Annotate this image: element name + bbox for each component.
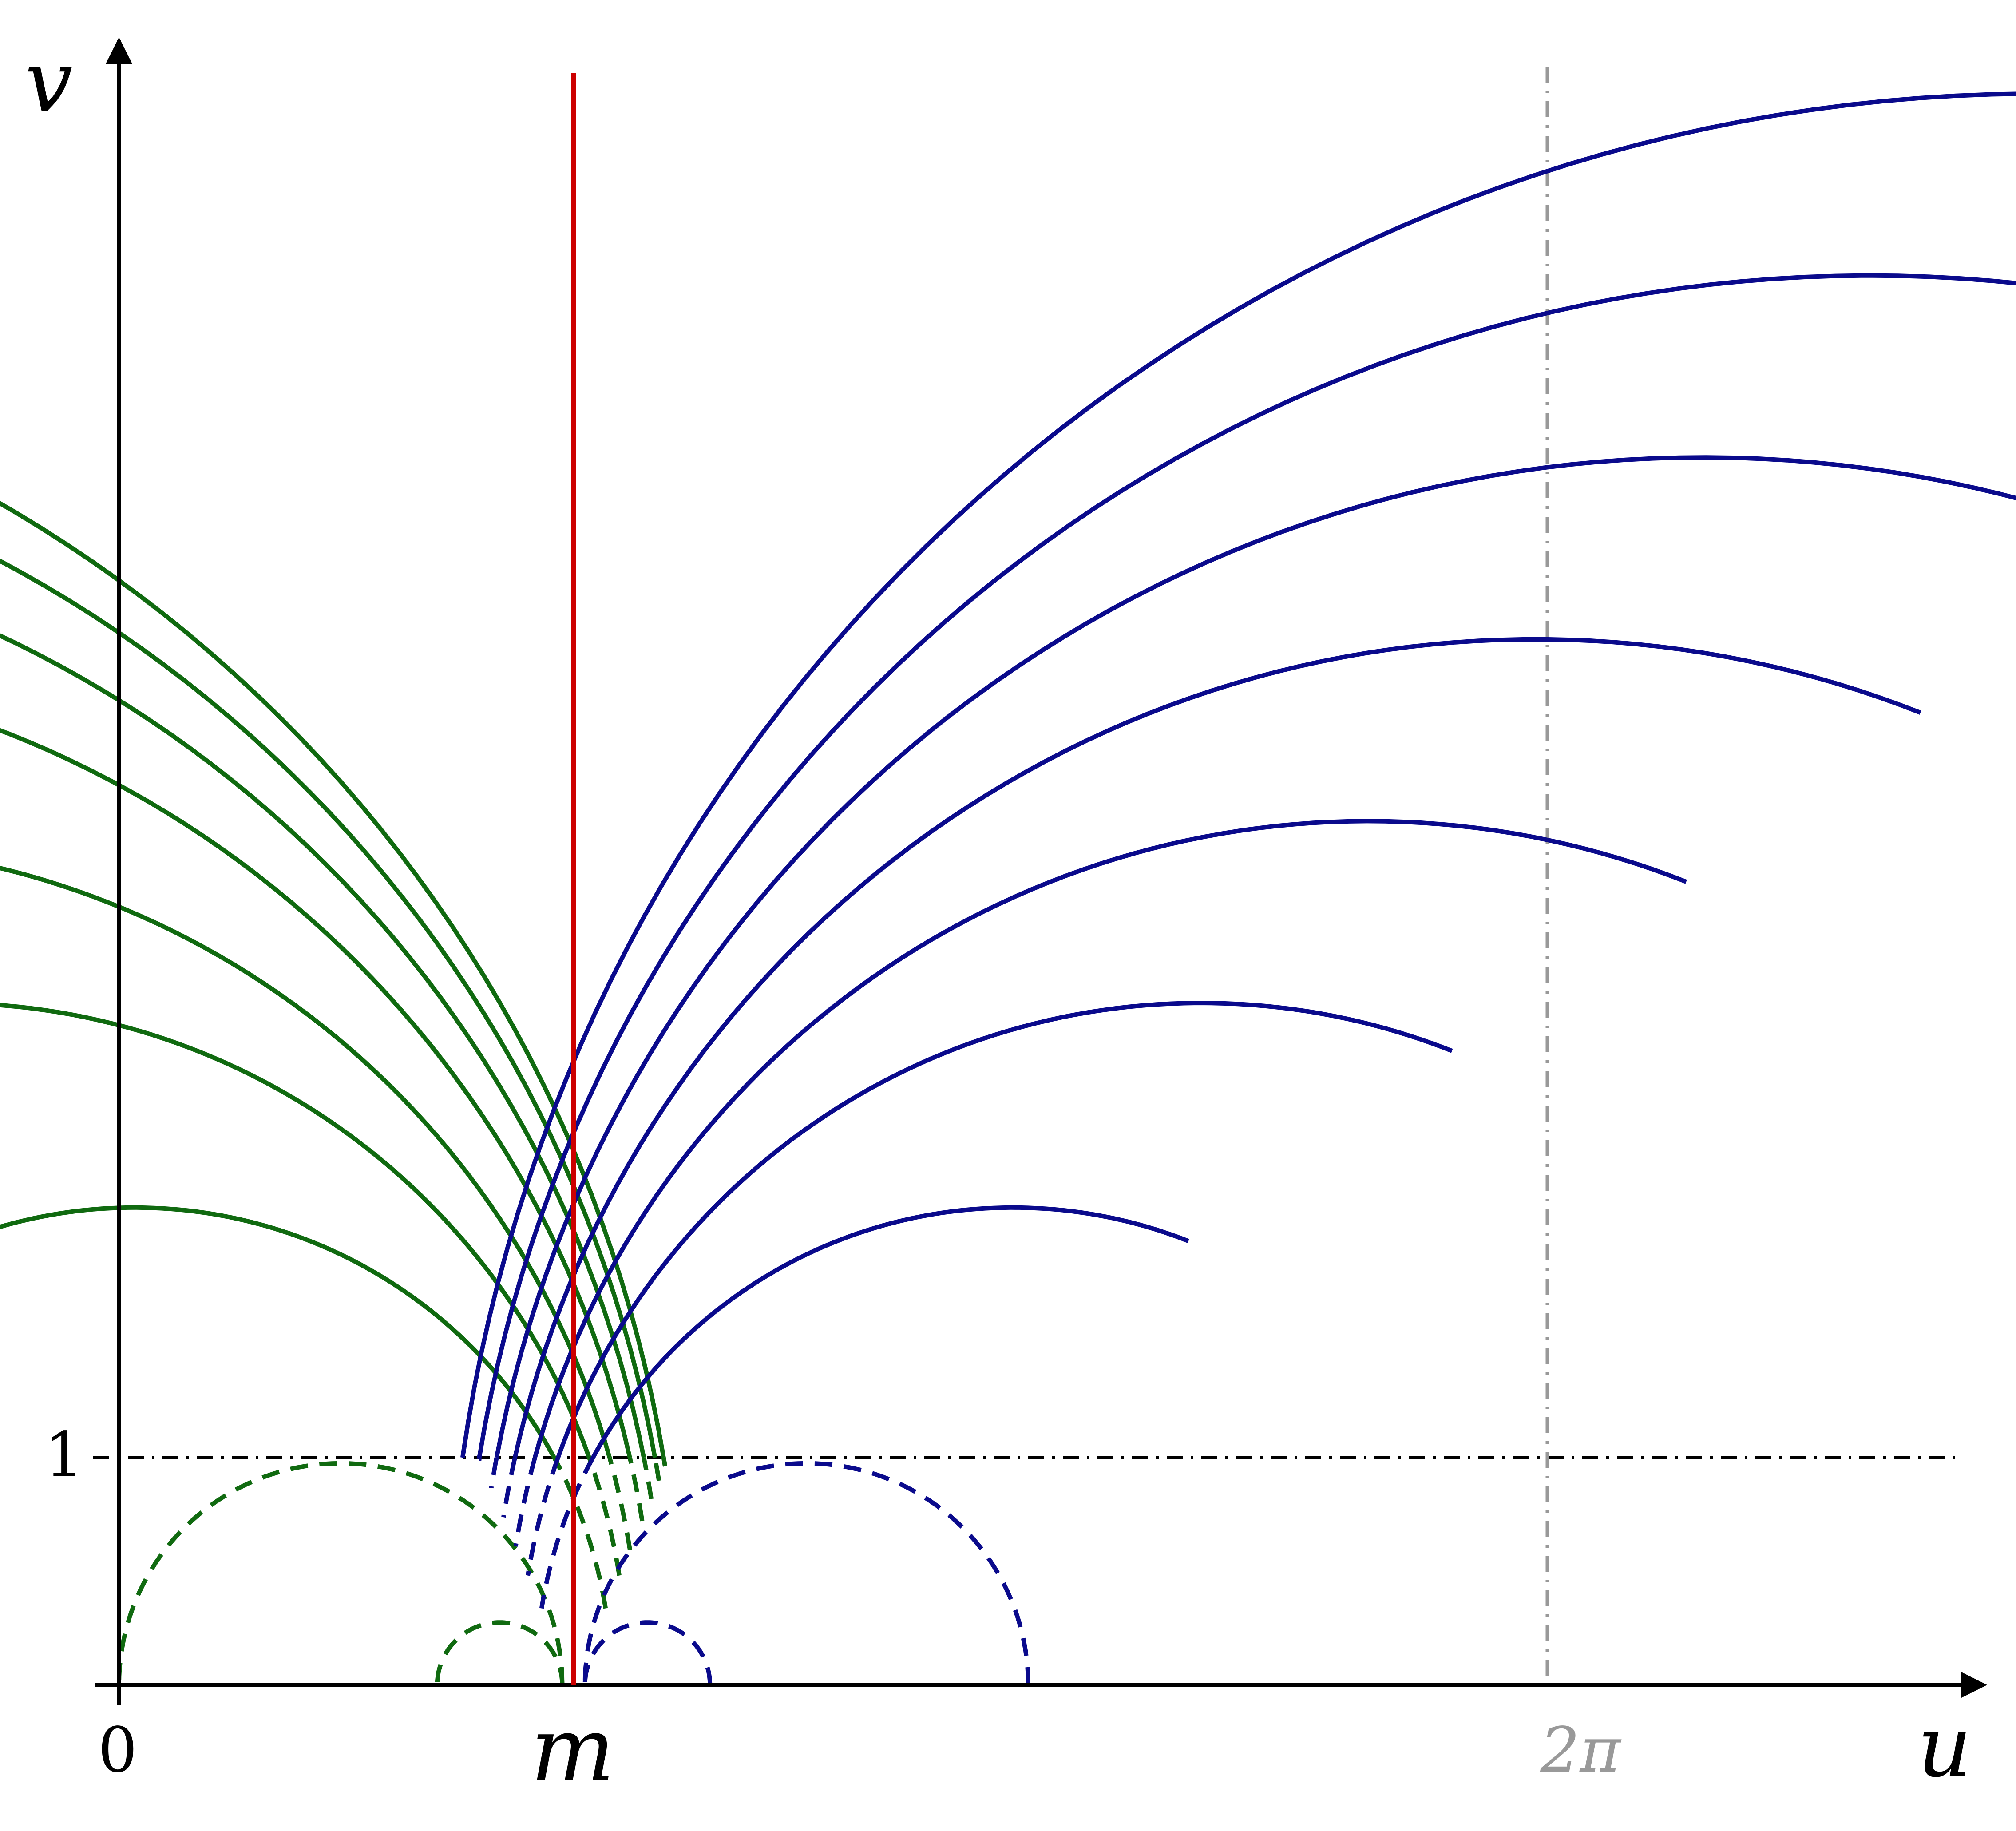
blue-dashed-curve-4	[501, 1457, 517, 1518]
green-dashed-curve-4	[627, 1457, 645, 1522]
two-pi-tick-label: 2π	[1540, 1714, 1622, 1787]
green-solid-curve-2	[0, 1003, 591, 1458]
blue-solid-curve-4	[513, 637, 1921, 1458]
blue-solid-curve-7	[460, 91, 2016, 1458]
guide-lines	[93, 67, 1958, 1685]
m-tick-label: m	[531, 1698, 615, 1802]
green-solid-curve-1	[0, 1205, 556, 1459]
one-tick-label: 1	[44, 1419, 84, 1491]
blue-dashed-curve-3	[513, 1457, 537, 1547]
blue-dashed-curve-2	[526, 1457, 560, 1576]
blue-curve-family	[460, 91, 2016, 1685]
green-curve-family	[0, 500, 667, 1685]
green-solid-curve-4	[0, 728, 632, 1458]
x-axis-label: u	[1917, 1698, 1972, 1796]
green-dashed-curve-5	[642, 1457, 654, 1500]
blue-solid-curve-5	[494, 455, 2016, 1458]
green-small-dashed-arc-2	[435, 1620, 565, 1685]
blue-small-dashed-arc-2	[582, 1620, 713, 1685]
green-solid-curve-7	[0, 500, 666, 1458]
green-solid-curve-3	[0, 865, 612, 1458]
green-dashed-curve-2	[587, 1457, 622, 1576]
green-dashed-curve-7	[661, 1457, 667, 1467]
blue-solid-curve-6	[477, 273, 2016, 1458]
y-axis-label: v	[25, 33, 72, 131]
blue-solid-curve-2	[556, 1000, 1453, 1458]
green-dashed-curve-6	[653, 1457, 661, 1481]
blue-solid-curve-3	[533, 819, 1687, 1458]
origin-label: 0	[98, 1714, 137, 1787]
blue-dashed-curve-5	[489, 1457, 499, 1489]
green-solid-curve-6	[0, 558, 657, 1458]
green-dashed-curve-3	[607, 1457, 632, 1550]
green-small-dashed-arc-1	[117, 1461, 565, 1685]
green-dashed-curve-1	[552, 1456, 608, 1609]
axes-group	[95, 37, 1987, 1705]
blue-dashed-curve-7	[460, 1429, 469, 1458]
blue-dashed-curve-1	[539, 1456, 595, 1609]
blue-solid-curve-1	[591, 1205, 1189, 1459]
green-solid-curve-5	[0, 633, 646, 1458]
